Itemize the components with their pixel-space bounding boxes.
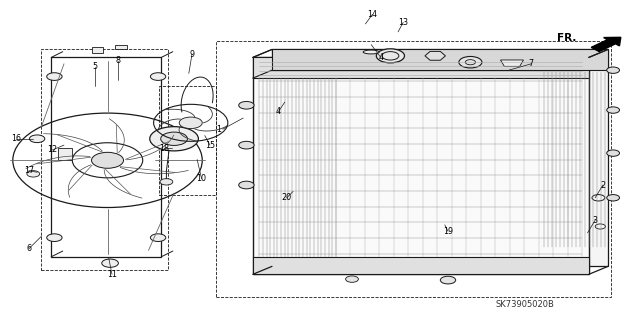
Circle shape [459, 56, 482, 68]
Circle shape [239, 141, 254, 149]
Text: 7: 7 [529, 59, 534, 68]
FancyArrow shape [591, 37, 621, 52]
Circle shape [607, 195, 620, 201]
Text: 2: 2 [600, 181, 605, 189]
Bar [41, 49, 168, 270]
Text: 3: 3 [593, 216, 598, 225]
Text: 17: 17 [24, 166, 34, 175]
Circle shape [239, 101, 254, 109]
Circle shape [239, 181, 254, 189]
Circle shape [92, 152, 124, 168]
Circle shape [102, 259, 118, 267]
Text: 18: 18 [159, 144, 170, 153]
Circle shape [376, 49, 404, 63]
Circle shape [179, 117, 202, 129]
Circle shape [607, 67, 620, 73]
Bar [58, 148, 72, 160]
Circle shape [607, 107, 620, 113]
Text: 20: 20 [282, 193, 292, 202]
Text: SK73905020B: SK73905020B [495, 300, 554, 309]
Circle shape [150, 127, 198, 151]
Text: 13: 13 [398, 18, 408, 27]
Ellipse shape [364, 50, 380, 54]
Circle shape [47, 73, 62, 80]
Bar [272, 49, 608, 266]
Circle shape [607, 150, 620, 156]
Circle shape [150, 234, 166, 241]
Circle shape [29, 135, 45, 143]
Text: FR.: FR. [557, 33, 576, 43]
Text: 15: 15 [205, 141, 215, 150]
Bar [92, 47, 103, 53]
Circle shape [150, 73, 166, 80]
Text: 8: 8 [116, 56, 121, 65]
Bar [253, 57, 589, 274]
Text: 4: 4 [276, 107, 281, 116]
Circle shape [27, 171, 40, 177]
Text: 9: 9 [189, 50, 195, 59]
Bar [159, 86, 216, 195]
Polygon shape [500, 60, 524, 66]
Bar [253, 257, 589, 274]
Text: 14: 14 [367, 10, 378, 19]
Bar [115, 45, 127, 49]
Text: 6: 6 [26, 244, 31, 253]
Text: 1: 1 [216, 125, 221, 134]
Polygon shape [425, 51, 445, 60]
Text: 5: 5 [92, 63, 97, 71]
Circle shape [161, 132, 188, 145]
Circle shape [160, 179, 173, 185]
Text: 19: 19 [443, 227, 453, 236]
Circle shape [47, 234, 62, 241]
Text: 4: 4 [378, 53, 383, 62]
Text: 10: 10 [196, 174, 207, 183]
Text: 16: 16 [11, 134, 21, 143]
Bar [253, 57, 589, 78]
Bar [216, 41, 611, 297]
Circle shape [440, 276, 456, 284]
Text: 11: 11 [107, 270, 117, 279]
Bar [272, 49, 608, 70]
Text: 12: 12 [47, 145, 58, 154]
Bar [51, 57, 161, 257]
Circle shape [346, 276, 358, 282]
